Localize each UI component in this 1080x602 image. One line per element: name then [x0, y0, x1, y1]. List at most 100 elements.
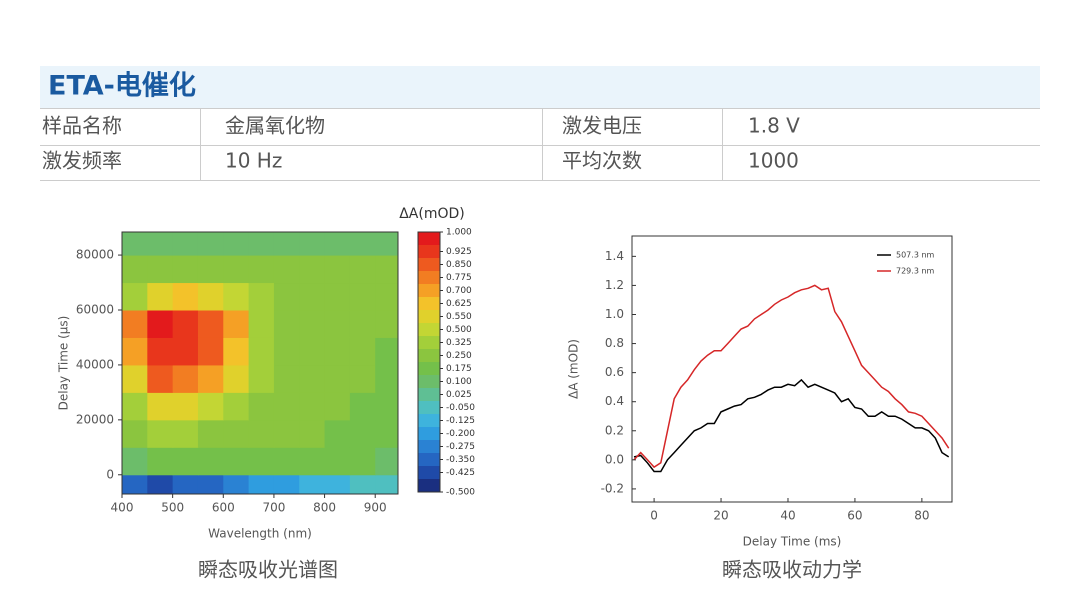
y-tick-label: 0.0 — [605, 452, 624, 466]
heatmap-cell — [172, 232, 199, 256]
heatmap-cell — [122, 282, 148, 311]
heatmap-cell — [172, 255, 199, 284]
colorbar-title: ΔA(mOD) — [399, 206, 465, 222]
heatmap-cell — [375, 337, 398, 366]
table-cell: 1.8 V — [748, 114, 800, 138]
heatmap-cell — [324, 255, 351, 284]
series-group — [633, 284, 950, 473]
heatmap-cell — [273, 337, 300, 366]
table-cell: 激发频率 — [42, 149, 122, 173]
y-axis-label: Delay Time (μs) — [57, 316, 71, 411]
heatmap-cell — [299, 232, 326, 256]
colorbar-swatch — [418, 388, 440, 402]
colorbar-swatch — [418, 401, 440, 415]
y-tick-label: 0.6 — [605, 365, 624, 379]
heatmap-cell — [147, 364, 174, 393]
x-tick-label: 60 — [847, 509, 862, 523]
heatmap-cell — [324, 419, 351, 448]
heatmap-cell — [172, 419, 199, 448]
heatmap-cell — [197, 255, 224, 284]
colorbar-swatch — [418, 271, 440, 285]
heatmap-cell — [349, 392, 376, 421]
chart-caption: 瞬态吸收动力学 — [722, 558, 862, 582]
colorbar-swatch — [418, 375, 440, 389]
heatmap-cell — [197, 474, 224, 494]
colorbar-frame — [417, 231, 441, 493]
heatmap-cell — [349, 447, 376, 476]
table: 样品名称 金属氧化物 激发电压 1.8 V 激发频率 10 Hz 平均次数 1000 — [42, 114, 800, 173]
heatmap-cell — [324, 282, 351, 311]
colorbar-label: 0.550 — [446, 312, 472, 322]
heatmap-cell — [223, 447, 250, 476]
heatmap-cell — [147, 309, 174, 338]
colorbar-label: 0.250 — [446, 351, 472, 361]
x-tick-label: 20 — [713, 509, 728, 523]
heatmap-cell — [299, 419, 326, 448]
heatmap-cell — [375, 392, 398, 421]
heatmap-cell — [324, 474, 351, 494]
colorbar-label: 0.700 — [446, 286, 472, 296]
colorbar-swatch — [418, 323, 440, 337]
table-cell: 平均次数 — [562, 149, 642, 173]
header-bar — [40, 66, 1040, 108]
heatmap-cell — [273, 282, 300, 311]
table-cell: 样品名称 — [42, 114, 122, 138]
heatmap-chart: 400 500 600 700 800 900 0 20000 40000 60000 80000 W… — [57, 206, 476, 582]
series-line — [633, 378, 950, 473]
heatmap-cell — [172, 474, 199, 494]
colorbar-label: 0.775 — [446, 273, 472, 283]
heatmap-cell — [122, 419, 148, 448]
heatmap-cell — [273, 447, 300, 476]
y-tick-label: 20000 — [76, 412, 114, 426]
y-tick-label: 1.0 — [605, 307, 624, 321]
heatmap-cell — [172, 364, 199, 393]
y-tick-label: 1.4 — [605, 249, 624, 263]
colorbar-swatch — [418, 440, 440, 454]
heatmap-cell — [172, 309, 199, 338]
table-cell: 金属氧化物 — [225, 114, 325, 138]
heatmap-cell — [349, 337, 376, 366]
heatmap-cell — [248, 392, 275, 421]
heatmap-cells — [122, 232, 398, 494]
heatmap-cell — [223, 309, 250, 338]
colorbar-label: 0.850 — [446, 260, 472, 270]
heatmap-cell — [248, 337, 275, 366]
heatmap-cell — [324, 392, 351, 421]
heatmap-cell — [349, 232, 376, 256]
colorbar-label: 0.025 — [446, 390, 472, 400]
plot-frame — [631, 235, 953, 503]
y-tick-label: 60000 — [76, 302, 114, 316]
heatmap-cell — [223, 419, 250, 448]
heatmap-cell — [147, 337, 174, 366]
heatmap-cell — [122, 474, 148, 494]
x-tick-label: 500 — [161, 501, 184, 515]
colorbar-swatch — [418, 297, 440, 311]
colorbar-label: -0.425 — [446, 468, 475, 478]
heatmap-cell — [248, 309, 275, 338]
x-tick-label: 700 — [262, 501, 285, 515]
heatmap-cell — [375, 309, 398, 338]
heatmap-cell — [349, 474, 376, 494]
x-tick-label: 600 — [212, 501, 235, 515]
heatmap-cell — [375, 282, 398, 311]
heatmap-cell — [299, 255, 326, 284]
colorbar-label: 0.100 — [446, 377, 472, 387]
colorbar-swatch — [418, 453, 440, 467]
heatmap-cell — [375, 474, 398, 494]
heatmap-cell — [248, 232, 275, 256]
heatmap-cell — [147, 232, 174, 256]
colorbar-swatch — [418, 245, 440, 259]
y-tick-label: -0.2 — [601, 481, 624, 495]
heatmap-cell — [172, 337, 199, 366]
heatmap-cell — [273, 232, 300, 256]
colorbar-label: -0.125 — [446, 416, 475, 426]
heatmap-cell — [248, 282, 275, 311]
heatmap-cell — [299, 447, 326, 476]
y-tick-label: 0.4 — [605, 394, 624, 408]
y-tick-label: 0 — [106, 467, 114, 481]
heatmap-cell — [223, 232, 250, 256]
heatmap-cell — [223, 364, 250, 393]
colorbar-label: 0.625 — [446, 299, 472, 309]
x-tick-label: 900 — [364, 501, 387, 515]
